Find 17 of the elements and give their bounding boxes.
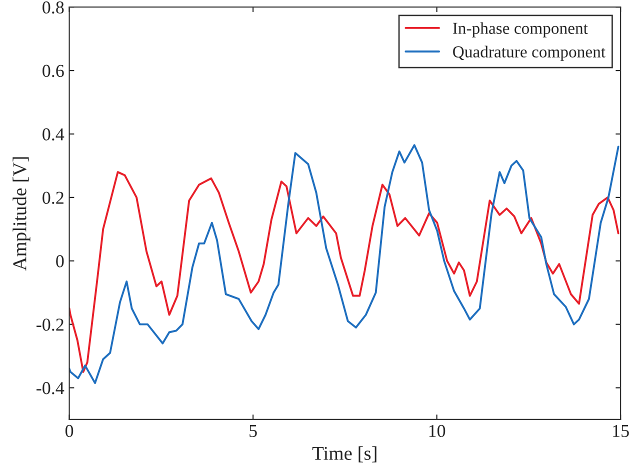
x-tick-label: 15 [613, 424, 629, 438]
y-axis-title: Amplitude [V] [12, 157, 30, 271]
y-tick-label: 0.6 [42, 64, 64, 78]
line-series [69, 144, 620, 384]
legend-label: In-phase component [452, 22, 588, 38]
x-tick-label: 10 [429, 424, 446, 438]
x-tick-label: 5 [250, 425, 257, 438]
legend-label: Quadrature component [453, 46, 606, 61]
y-tick-label: -0.4 [36, 382, 64, 394]
x-axis-title: Time [s] [312, 446, 376, 462]
x-tick-label: 0 [65, 424, 74, 438]
y-tick-label: 0.2 [42, 192, 64, 204]
y-tick-label: 0 [56, 255, 64, 268]
y-tick-label: 0.8 [42, 1, 64, 14]
line-series [69, 171, 620, 373]
y-tick-label: 0.4 [42, 128, 64, 141]
y-tick-label: -0.2 [36, 318, 64, 331]
